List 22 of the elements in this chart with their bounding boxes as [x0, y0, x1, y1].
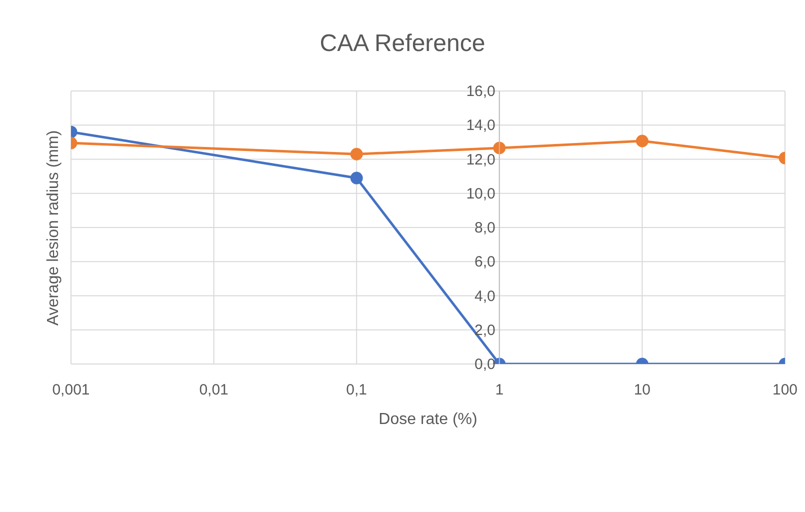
y-tick-label: 0,0 [474, 356, 496, 373]
x-tick-label: 0,001 [52, 382, 90, 399]
y-tick-label: 12,0 [466, 151, 496, 168]
y-tick-label: 10,0 [466, 185, 496, 202]
x-tick-label: 0,01 [199, 382, 228, 399]
y-tick-label: 8,0 [474, 220, 496, 236]
x-axis-title: Dose rate (%) [378, 411, 478, 428]
y-tick-label: 14,0 [466, 117, 496, 134]
x-tick-label: 10 [634, 382, 651, 399]
chart-title: CAA Reference [318, 30, 486, 58]
y-tick-label: 6,0 [474, 254, 496, 271]
point [350, 148, 363, 160]
point [636, 134, 648, 148]
x-tick-label: 0,1 [346, 382, 368, 399]
point [350, 172, 363, 184]
x-tick-label: 100 [772, 382, 798, 399]
y-tick-label: 2,0 [474, 322, 496, 339]
x-tick-label: 1 [495, 382, 504, 399]
y-tick-label: 4,0 [474, 288, 496, 305]
y-axis-title: Average lesion radius (mm) [45, 128, 63, 328]
point [493, 142, 506, 154]
y-tick-label: 16,0 [466, 83, 496, 100]
